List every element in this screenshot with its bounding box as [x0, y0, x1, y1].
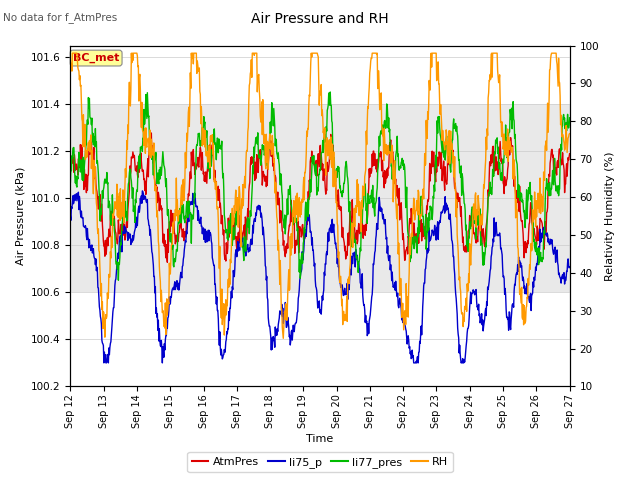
X-axis label: Time: Time — [307, 433, 333, 444]
Bar — [70, 104, 570, 292]
Text: No data for f_AtmPres: No data for f_AtmPres — [3, 12, 118, 23]
Legend: AtmPres, li75_p, li77_pres, RH: AtmPres, li75_p, li77_pres, RH — [188, 452, 452, 472]
Y-axis label: Air Pressure (kPa): Air Pressure (kPa) — [15, 167, 26, 265]
Text: BC_met: BC_met — [73, 53, 119, 63]
Y-axis label: Relativity Humidity (%): Relativity Humidity (%) — [605, 151, 614, 281]
Text: Air Pressure and RH: Air Pressure and RH — [251, 12, 389, 26]
